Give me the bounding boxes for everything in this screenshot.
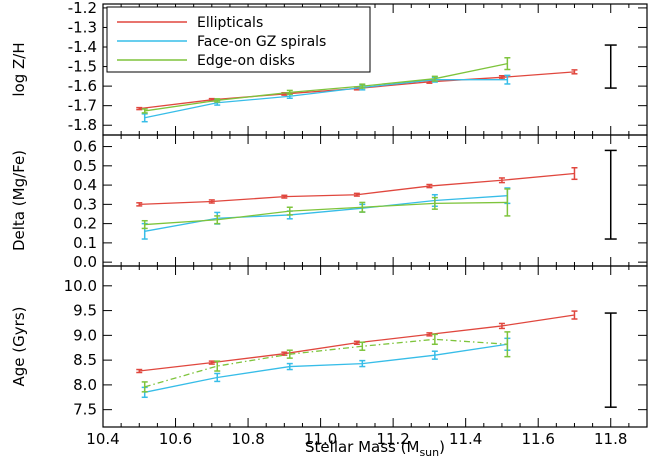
y-tick-label: 9.0: [73, 326, 97, 344]
y-tick-label: -1.2: [68, 0, 97, 17]
y-tick-label: 9.5: [73, 302, 97, 320]
legend-label: Edge-on disks: [197, 53, 295, 69]
x-tick-label: 11.6: [521, 430, 554, 448]
y-axis-title: Delta (Mg/Fe): [10, 150, 28, 251]
y-axis-title: Age (Gyrs): [10, 307, 28, 387]
y-tick-label: -1.6: [68, 77, 97, 95]
panel-2: 10.0 9.5 9.0 8.5 8.0 7.5 Age (Gyrs): [10, 265, 648, 428]
y-tick-label: 0.1: [73, 234, 97, 252]
x-tick-label: 11.4: [449, 430, 482, 448]
y-tick-label: -1.5: [68, 58, 97, 76]
y-tick-label: 0.3: [73, 195, 97, 213]
y-tick-label: 0.6: [73, 138, 97, 156]
legend-label: Ellipticals: [197, 15, 263, 31]
x-tick-label: 11.8: [594, 430, 627, 448]
y-tick-label: -1.4: [68, 38, 97, 56]
panel-frame: [102, 265, 648, 428]
x-tick-label: 11.2: [376, 430, 409, 448]
panel-frame: [102, 134, 648, 267]
x-tick-label: 10.6: [159, 430, 192, 448]
y-tick-label: 8.5: [73, 351, 97, 369]
x-tick-label: 11.0: [304, 430, 337, 448]
x-axis-title: Stellar Mass (Msun): [305, 438, 445, 459]
x-tick-label: 10.8: [231, 430, 264, 448]
legend-label: Face-on GZ spirals: [197, 34, 326, 50]
x-tick-label: 10.4: [86, 430, 119, 448]
legend-box: [106, 6, 371, 73]
y-tick-label: 0.4: [73, 176, 97, 194]
y-axis-title: log Z/H: [10, 42, 28, 96]
panel-0: -1.2-1.3 -1.4 -1.5-1.6 -1.7-1.8 log Z/H: [10, 0, 648, 136]
y-tick-label: 0.2: [73, 215, 97, 233]
y-tick-label: 8.0: [73, 376, 97, 394]
y-tick-label: 10.0: [64, 277, 97, 295]
y-tick-label: 7.5: [73, 401, 97, 419]
legend: Ellipticals Face-on GZ spirals Edge-on dis…: [106, 6, 371, 73]
series-line: [144, 201, 508, 226]
panel-1: 0.60.50.40.3 0.20.10.0 Delta (Mg/Fe): [10, 134, 648, 271]
y-tick-label: -1.8: [68, 116, 97, 134]
series-line: [144, 195, 508, 232]
series-line: [144, 343, 508, 393]
y-tick-label: -1.7: [68, 97, 97, 115]
series-line: [144, 62, 508, 112]
y-tick-label: 0.5: [73, 157, 97, 175]
series-line: [144, 338, 508, 388]
y-tick-label: 0.0: [73, 253, 97, 271]
series-line: [144, 79, 508, 119]
y-tick-label: -1.3: [68, 18, 97, 36]
